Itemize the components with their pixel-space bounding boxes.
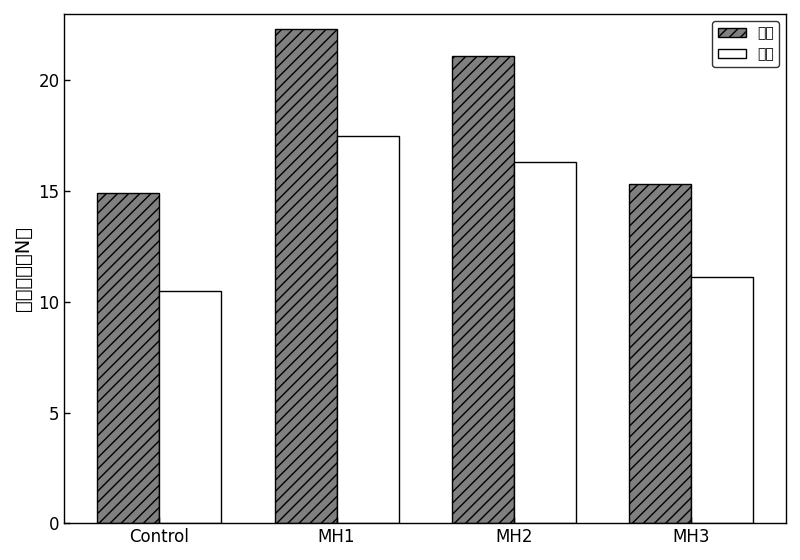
Bar [98, 193, 159, 523]
Bar [514, 162, 576, 523]
Bar [337, 136, 398, 523]
Bar [274, 29, 337, 523]
Y-axis label: 断裂强度（N）: 断裂强度（N） [14, 226, 33, 311]
Bar [691, 277, 754, 523]
Bar [159, 291, 222, 523]
Bar [629, 184, 691, 523]
Legend: 干态, 湿态: 干态, 湿态 [713, 21, 779, 67]
Bar [452, 56, 514, 523]
